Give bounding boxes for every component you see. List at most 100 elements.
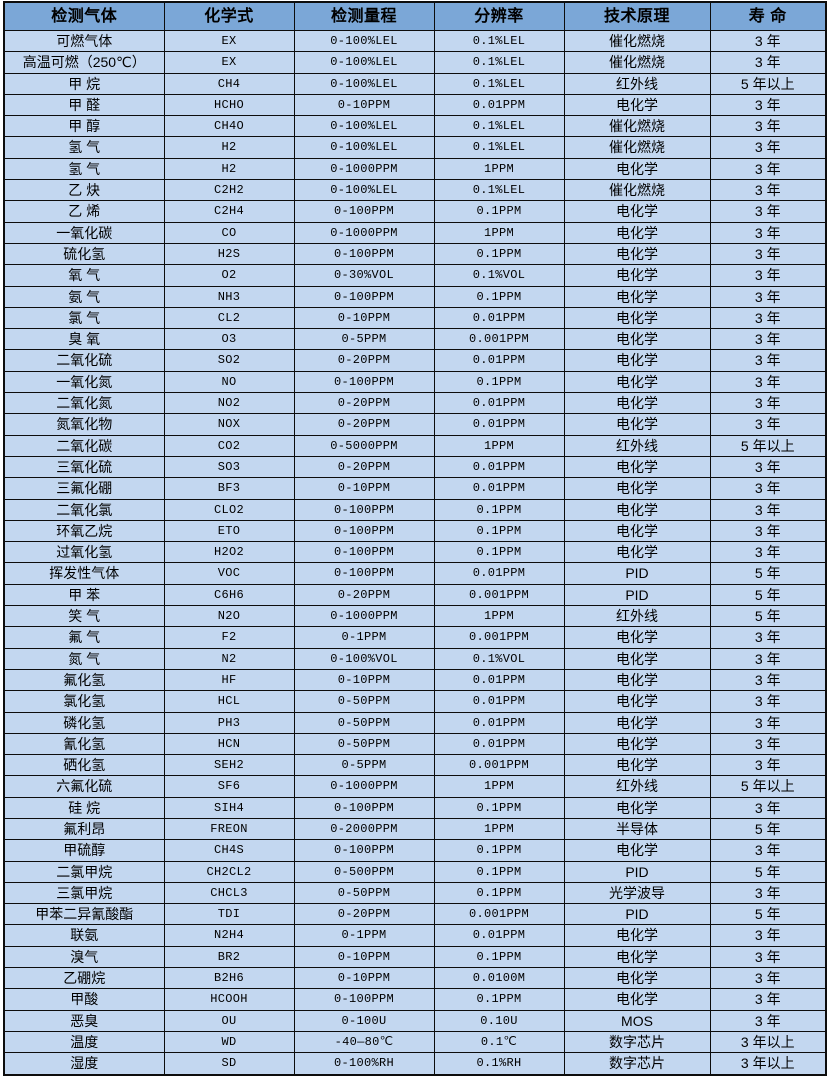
table-row: 二氧化氯 CLO2 0-100PPM 0.1PPM 电化学 3 年 [3, 498, 827, 521]
cell-technology: 电化学 [563, 690, 711, 713]
cell-detection-range: 0-100PPM [293, 541, 435, 564]
cell-resolution: 0.1PPM [433, 370, 565, 394]
cell-lifespan: 5 年 [709, 903, 827, 926]
cell-gas-name: 甲 苯 [3, 583, 165, 607]
cell-technology: 数字芯片 [563, 1052, 711, 1076]
cell-technology: 催化燃烧 [563, 51, 711, 74]
table-row: 甲苯二异氰酸酯 TDI 0-20PPM 0.001PPM PID 5 年 [3, 903, 827, 926]
cell-chemical-formula: EX [163, 51, 295, 74]
cell-gas-name: 氟利昂 [3, 817, 165, 841]
cell-gas-name: 磷化氢 [3, 711, 165, 734]
cell-technology: 电化学 [563, 519, 711, 543]
cell-technology: 电化学 [563, 988, 711, 1011]
cell-gas-name: 联氨 [3, 924, 165, 947]
table-row: 氢 气 H2 0-100%LEL 0.1%LEL 催化燃烧 3 年 [3, 136, 827, 159]
column-header-chemical-formula: 化学式 [163, 1, 295, 31]
cell-chemical-formula: N2O [163, 605, 295, 628]
cell-technology: 电化学 [563, 221, 711, 244]
cell-detection-range: 0-100PPM [293, 200, 435, 223]
cell-chemical-formula: N2H4 [163, 924, 295, 947]
table-body: 可燃气体 EX 0-100%LEL 0.1%LEL 催化燃烧 3 年高温可燃（250℃） E… [3, 29, 827, 1076]
cell-detection-range: 0-20PPM [293, 413, 435, 436]
cell-lifespan: 3 年 [709, 93, 827, 117]
cell-chemical-formula: O2 [163, 264, 295, 287]
cell-lifespan: 5 年 [709, 860, 827, 883]
cell-chemical-formula: EX [163, 29, 295, 53]
table-row: 乙 烯 C2H4 0-100PPM 0.1PPM 电化学 3 年 [3, 200, 827, 223]
cell-gas-name: 笑 气 [3, 605, 165, 628]
cell-detection-range: 0-100%LEL [293, 179, 435, 202]
table-row: 恶臭 OU 0-100U 0.10U MOS 3 年 [3, 1009, 827, 1032]
cell-technology: 红外线 [563, 775, 711, 798]
cell-chemical-formula: OU [163, 1009, 295, 1032]
cell-chemical-formula: CLO2 [163, 498, 295, 521]
cell-detection-range: 0-100%LEL [293, 72, 435, 95]
cell-technology: 电化学 [563, 392, 711, 415]
cell-chemical-formula: O3 [163, 328, 295, 351]
cell-technology: 电化学 [563, 796, 711, 819]
cell-chemical-formula: H2 [163, 157, 295, 181]
cell-detection-range: 0-10PPM [293, 477, 435, 500]
cell-lifespan: 3 年以上 [709, 1052, 827, 1076]
cell-lifespan: 3 年 [709, 1009, 827, 1032]
table-row: 氮 气 N2 0-100%VOL 0.1%VOL 电化学 3 年 [3, 647, 827, 670]
cell-chemical-formula: F2 [163, 626, 295, 649]
cell-resolution: 0.01PPM [433, 477, 565, 500]
cell-gas-name: 甲 醇 [3, 115, 165, 138]
cell-chemical-formula: CH4S [163, 839, 295, 862]
cell-gas-name: 高温可燃（250℃） [3, 51, 165, 74]
cell-chemical-formula: CL2 [163, 306, 295, 330]
cell-resolution: 0.01PPM [433, 306, 565, 330]
cell-resolution: 1PPM [433, 605, 565, 628]
cell-detection-range: 0-20PPM [293, 349, 435, 372]
cell-chemical-formula: CH4O [163, 115, 295, 138]
cell-gas-name: 氟化氢 [3, 668, 165, 692]
table-row: 二氧化碳 CO2 0-5000PPM 1PPM 红外线 5 年以上 [3, 434, 827, 457]
cell-resolution: 0.1%LEL [433, 179, 565, 202]
table-row: 甲硫醇 CH4S 0-100PPM 0.1PPM 电化学 3 年 [3, 839, 827, 862]
cell-resolution: 0.1℃ [433, 1030, 565, 1054]
cell-detection-range: 0-5PPM [293, 328, 435, 351]
cell-gas-name: 氨 气 [3, 285, 165, 308]
cell-lifespan: 3 年 [709, 967, 827, 990]
cell-detection-range: 0-20PPM [293, 455, 435, 479]
cell-gas-name: 甲苯二异氰酸酯 [3, 903, 165, 926]
cell-gas-name: 可燃气体 [3, 29, 165, 53]
cell-detection-range: 0-5000PPM [293, 434, 435, 457]
cell-lifespan: 3 年 [709, 519, 827, 543]
cell-gas-name: 氟 气 [3, 626, 165, 649]
table-row: 联氨 N2H4 0-1PPM 0.01PPM 电化学 3 年 [3, 924, 827, 947]
cell-chemical-formula: CO2 [163, 434, 295, 457]
cell-resolution: 0.001PPM [433, 328, 565, 351]
cell-lifespan: 3 年以上 [709, 1030, 827, 1054]
cell-chemical-formula: WD [163, 1030, 295, 1054]
cell-chemical-formula: C2H2 [163, 179, 295, 202]
cell-chemical-formula: VOC [163, 562, 295, 585]
cell-technology: 电化学 [563, 242, 711, 266]
cell-resolution: 0.1%VOL [433, 647, 565, 670]
cell-detection-range: 0-100PPM [293, 370, 435, 394]
cell-lifespan: 3 年 [709, 306, 827, 330]
cell-technology: 催化燃烧 [563, 136, 711, 159]
cell-chemical-formula: CHCL3 [163, 881, 295, 905]
table-row: 高温可燃（250℃） EX 0-100%LEL 0.1%LEL 催化燃烧 3 年 [3, 51, 827, 74]
cell-detection-range: -40—80℃ [293, 1030, 435, 1054]
cell-lifespan: 3 年 [709, 754, 827, 777]
cell-resolution: 0.01PPM [433, 392, 565, 415]
cell-technology: 数字芯片 [563, 1030, 711, 1054]
cell-technology: 电化学 [563, 370, 711, 394]
cell-chemical-formula: N2 [163, 647, 295, 670]
cell-lifespan: 3 年 [709, 498, 827, 521]
cell-technology: PID [563, 583, 711, 607]
cell-detection-range: 0-100PPM [293, 988, 435, 1011]
cell-chemical-formula: SEH2 [163, 754, 295, 777]
cell-lifespan: 3 年 [709, 179, 827, 202]
cell-detection-range: 0-20PPM [293, 583, 435, 607]
cell-resolution: 0.01PPM [433, 711, 565, 734]
table-row: 磷化氢 PH3 0-50PPM 0.01PPM 电化学 3 年 [3, 711, 827, 734]
cell-lifespan: 3 年 [709, 328, 827, 351]
cell-resolution: 0.1%RH [433, 1052, 565, 1076]
cell-technology: 电化学 [563, 200, 711, 223]
cell-detection-range: 0-2000PPM [293, 817, 435, 841]
cell-detection-range: 0-30%VOL [293, 264, 435, 287]
